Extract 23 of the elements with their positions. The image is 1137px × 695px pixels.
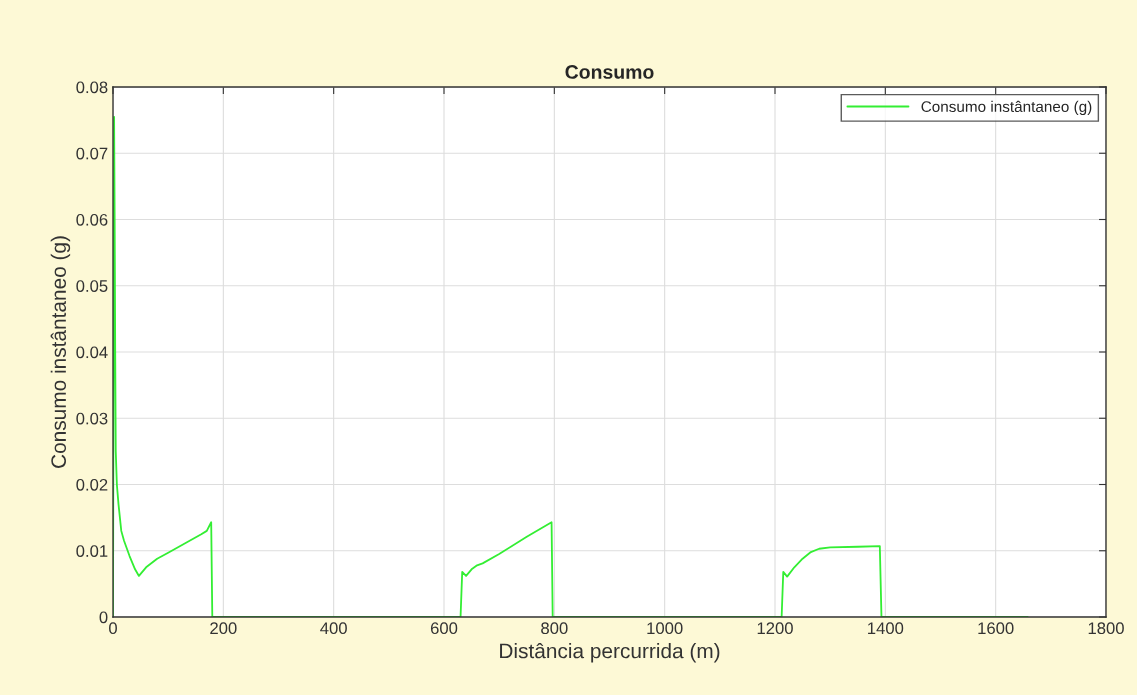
y-tick-label: 0.03 [76, 412, 108, 425]
y-tick-label: 0 [99, 611, 108, 624]
x-tick-label: 1800 [1088, 622, 1124, 635]
x-tick-label: 1200 [757, 622, 793, 635]
y-axis-title: Consumo instântaneo (g) [50, 236, 71, 468]
y-tick-label: 0.04 [76, 346, 108, 359]
x-tick-label: 600 [430, 622, 458, 635]
x-tick-label: 200 [210, 622, 237, 635]
legend-label: Consumo instântaneo (g) [921, 100, 1092, 116]
chart-title: Consumo [565, 65, 654, 79]
x-axis-title: Distância percurrida (m) [500, 642, 720, 663]
y-tick-label: 0.05 [76, 280, 108, 292]
x-tick-label: 800 [541, 622, 568, 635]
x-tick-label: 1600 [978, 622, 1014, 635]
y-tick-label: 0.08 [76, 81, 108, 94]
y-tick-label: 0.01 [76, 545, 108, 557]
y-tick-label: 0.07 [76, 147, 108, 160]
x-tick-label: 400 [320, 622, 347, 635]
x-tick-label: 0 [109, 622, 117, 635]
x-tick-label: 1000 [647, 622, 683, 635]
x-tick-label: 1400 [868, 622, 904, 635]
y-tick-label: 0.06 [76, 213, 108, 226]
y-tick-label: 0.02 [76, 478, 108, 491]
